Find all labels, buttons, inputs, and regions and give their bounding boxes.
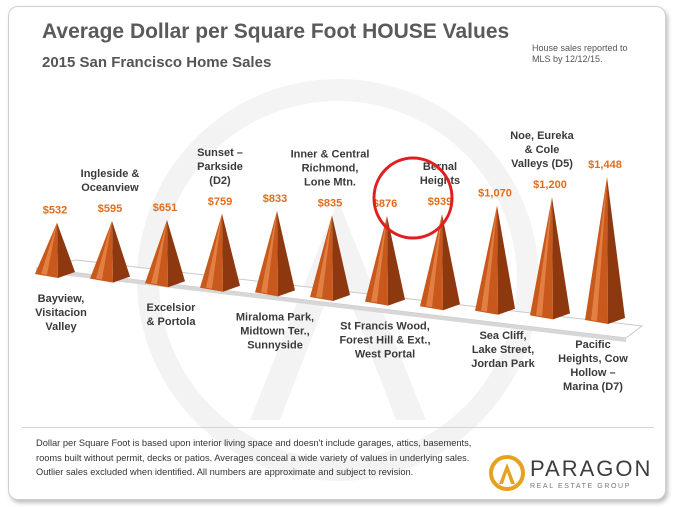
pyramid-bar-shade: [442, 214, 460, 311]
pyramid-bar: [90, 221, 113, 283]
paragon-logo-icon: [489, 455, 525, 491]
category-label-line: Valleys (D5): [511, 158, 573, 170]
value-label: $835: [318, 197, 342, 209]
chart-marks: $532 Bayview, Visitacion Valley $595 Inglesid…: [35, 130, 628, 393]
pyramid-bar-highlight: [481, 205, 497, 312]
value-label: $532: [43, 205, 67, 217]
category-label: Bernal Heights: [420, 161, 460, 187]
category-label-line: & Portola: [147, 316, 197, 328]
value-label: $1,448: [588, 159, 622, 171]
category-label: Pacific Heights, Cow Hollow – Marina (D7): [558, 339, 628, 393]
category-label: Bayview, Visitacion Valley: [35, 293, 87, 333]
category-label-line: Midtown Ter.,: [240, 325, 309, 337]
category-label-line: Sea Cliff,: [479, 330, 526, 342]
pyramid-bar-highlight: [371, 215, 387, 303]
category-label-line: Sunset –: [197, 147, 243, 159]
category-label-line: Bayview,: [38, 293, 85, 305]
category-label-line: Jordan Park: [471, 358, 535, 370]
value-label: $939: [428, 196, 452, 208]
category-label-line: Visitacion: [35, 307, 87, 319]
pyramid-bar: [365, 215, 388, 306]
pyramid-bar: [585, 177, 608, 324]
category-label: Noe, Eureka & Cole Valleys (D5): [510, 130, 574, 170]
category-label-line: Lake Street,: [472, 344, 534, 356]
brand-tagline: REAL ESTATE GROUP: [530, 483, 631, 490]
category-label-line: Pacific: [575, 339, 610, 351]
value-label: $1,070: [478, 188, 512, 200]
pyramid-bar: [420, 214, 443, 311]
category-label: Inner & Central Richmond, Lone Mtn.: [291, 148, 370, 188]
pyramid-bar-shade: [607, 177, 625, 324]
brand-name: PARAGON: [530, 456, 653, 481]
pyramid-bar: [255, 210, 278, 297]
category-label-line: Marina (D7): [563, 381, 623, 393]
category-label-line: Miraloma Park,: [236, 311, 314, 323]
category-label: Excelsior & Portola: [147, 302, 197, 328]
category-label-line: (D2): [209, 175, 231, 187]
pyramid-bar-shade: [497, 205, 515, 315]
value-label: $876: [373, 198, 397, 210]
chart-floor-shadow: [36, 268, 626, 342]
category-label-line: Parkside: [197, 161, 243, 173]
pyramid-bar-highlight: [536, 197, 552, 317]
pyramid-bar-highlight: [261, 210, 277, 294]
category-label-line: Richmond,: [302, 162, 359, 174]
category-label-line: Valley: [45, 321, 77, 333]
category-label: Sea Cliff, Lake Street, Jordan Park: [471, 330, 535, 370]
pyramid-bar: [145, 220, 168, 288]
value-label: $1,200: [533, 179, 567, 191]
pyramid-bar-shade: [387, 215, 405, 306]
category-label-line: Noe, Eureka: [510, 130, 574, 142]
pyramid-bar-shade: [167, 220, 185, 288]
pyramid-bar-shade: [277, 210, 295, 297]
category-label: Sunset – Parkside (D2): [197, 147, 243, 187]
category-label-line: St Francis Wood,: [340, 321, 430, 333]
value-label: $759: [208, 196, 232, 208]
category-label-line: Sunnyside: [247, 339, 303, 351]
category-label-line: Ingleside &: [81, 168, 140, 180]
pyramid-bar-highlight: [151, 220, 167, 285]
category-label-line: West Portal: [355, 349, 415, 361]
category-label-line: Inner & Central: [291, 148, 370, 160]
category-label: Miraloma Park, Midtown Ter., Sunnyside: [236, 311, 314, 351]
category-label-line: Hollow –: [570, 367, 615, 379]
value-label: $651: [153, 202, 177, 214]
category-label-line: Oceanview: [81, 182, 139, 194]
category-label-line: Lone Mtn.: [304, 176, 356, 188]
value-label: $595: [98, 203, 122, 215]
category-label-line: Excelsior: [147, 302, 197, 314]
pyramid-bar-highlight: [316, 215, 332, 298]
pyramid-bar: [200, 213, 223, 292]
category-label-line: & Cole: [525, 144, 560, 156]
pyramid-bar-highlight: [426, 214, 442, 308]
pyramid-bar-shade: [552, 197, 570, 320]
category-label: St Francis Wood, Forest Hill & Ext., West …: [339, 321, 430, 361]
chart-title: Average Dollar per Square Foot HOUSE Val…: [42, 20, 510, 43]
pyramid-bar-shade: [222, 213, 240, 292]
pyramid-bar: [35, 222, 58, 278]
pyramid-bar-shade: [112, 221, 130, 283]
pyramid-bar-shade: [57, 222, 75, 278]
category-label-line: Heights, Cow: [558, 353, 628, 365]
category-label: Ingleside & Oceanview: [81, 168, 140, 194]
footnote-divider: [22, 427, 654, 428]
chart-subtitle: 2015 San Francisco Home Sales: [42, 54, 272, 71]
pyramid-bar: [475, 205, 498, 315]
pyramid-bar-highlight: [206, 213, 222, 289]
pyramid-bar-highlight: [96, 221, 112, 280]
pyramid-bar-highlight: [41, 222, 57, 275]
data-source-note: House sales reported to MLS by 12/12/15.: [532, 43, 628, 64]
value-label: $833: [263, 193, 287, 205]
pyramid-bar: [530, 197, 553, 320]
footnote-text: Dollar per Square Foot is based upon int…: [36, 438, 472, 477]
category-label-line: Forest Hill & Ext.,: [339, 335, 430, 347]
pyramid-bar-shade: [332, 215, 350, 301]
category-label-line: Heights: [420, 175, 460, 187]
pyramid-bar-highlight: [591, 177, 607, 321]
pyramid-bar: [310, 215, 333, 301]
bernal-heights-highlight-circle: [372, 156, 454, 240]
